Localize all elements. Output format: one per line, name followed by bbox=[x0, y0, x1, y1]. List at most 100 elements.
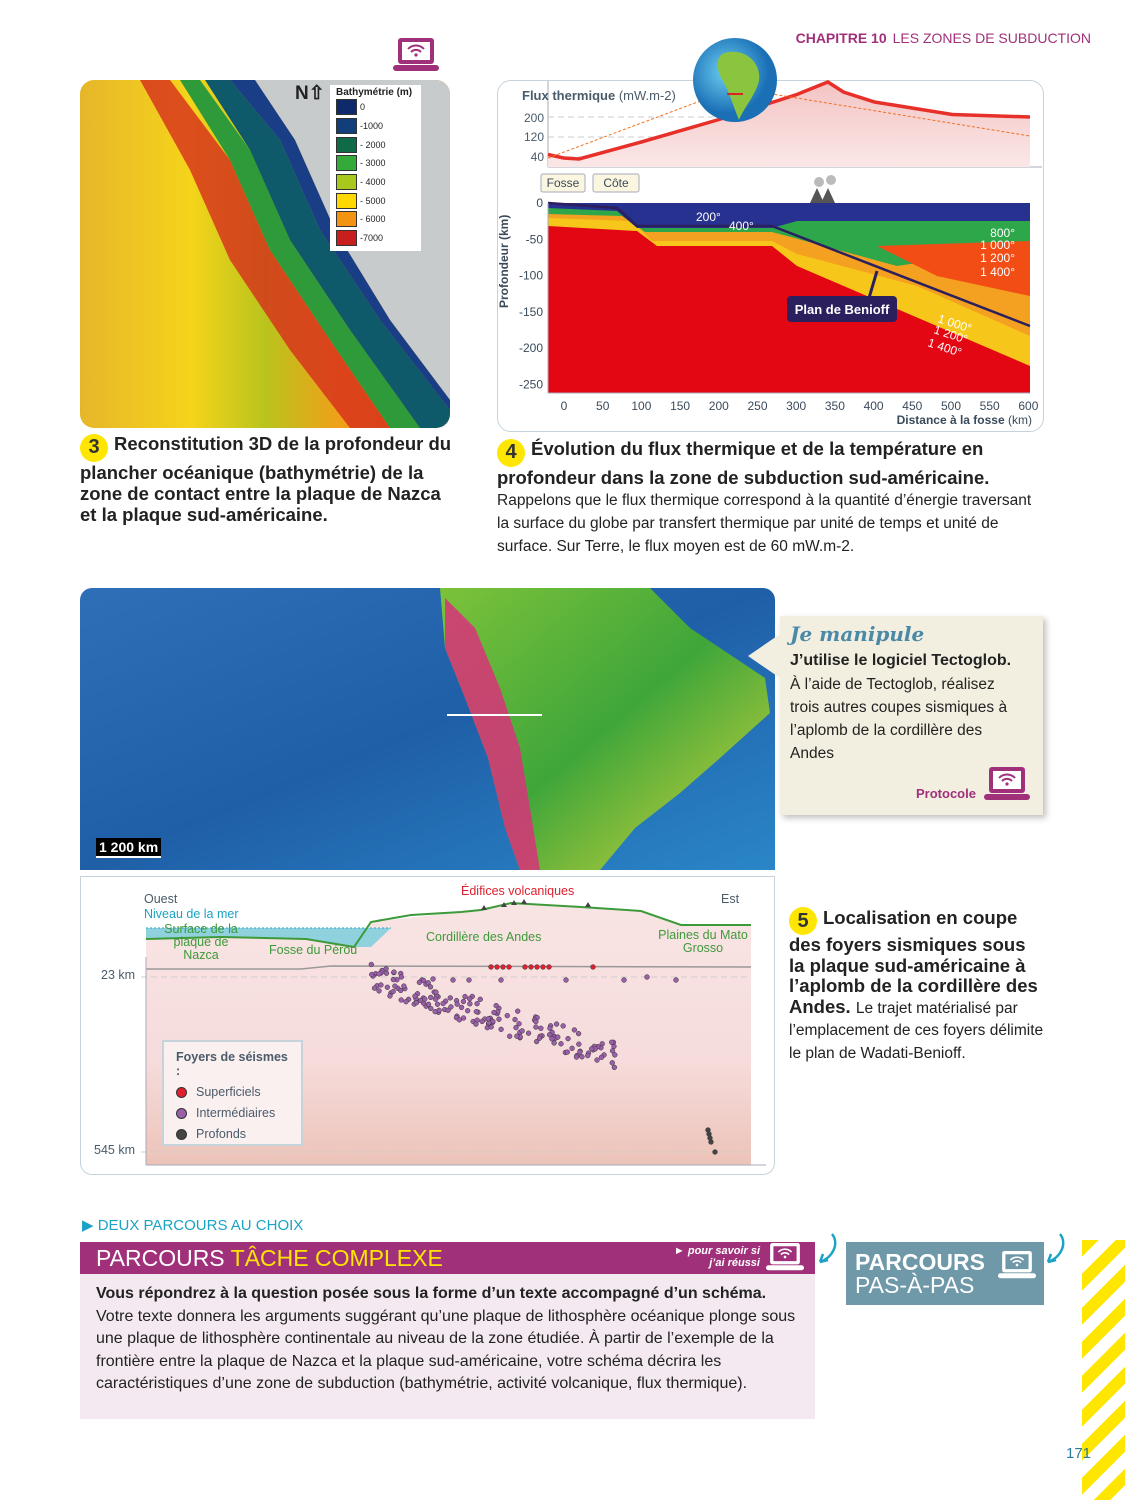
intermediate-quake bbox=[462, 993, 468, 1000]
deep-quake bbox=[708, 1139, 714, 1145]
intermediate-quake bbox=[440, 1000, 446, 1007]
curved-arrow-icon bbox=[1046, 1233, 1065, 1264]
intermediate-quake bbox=[609, 1039, 615, 1045]
tache-complexe-label: TÂCHE COMPLEXE bbox=[230, 1245, 443, 1271]
intermediate-quake bbox=[460, 1015, 467, 1021]
intermediate-quake bbox=[594, 1057, 600, 1063]
seismic-section-figure: Ouest Est Niveau de la mer Édifices volc… bbox=[80, 876, 775, 1175]
intermediate-quake bbox=[450, 977, 456, 983]
andes-cordillera bbox=[445, 598, 540, 870]
intermediate-quake bbox=[621, 977, 627, 983]
legend-swatch bbox=[336, 211, 357, 228]
topography-map bbox=[80, 588, 775, 870]
map-scale: 1 200 km bbox=[96, 838, 162, 858]
laptop-wifi-icon[interactable] bbox=[393, 37, 439, 73]
legend-label: -7000 bbox=[360, 233, 384, 244]
play-arrow-icon: ▶ bbox=[82, 1217, 98, 1234]
legend-swatch bbox=[336, 99, 357, 116]
distance-unit: (km) bbox=[1008, 413, 1032, 427]
intermediate-quake bbox=[371, 985, 378, 991]
svg-text:Flux thermique (mW.m-2): Flux thermique (mW.m-2) bbox=[522, 88, 676, 103]
intermediate-quake bbox=[546, 1032, 553, 1038]
legend-swatch bbox=[336, 174, 357, 191]
intermediate-quake bbox=[428, 994, 434, 1001]
laptop-wifi-icon[interactable] bbox=[998, 1250, 1036, 1280]
intermediate-quake bbox=[383, 966, 389, 972]
question-text: Vous répondrez à la question posée sous … bbox=[96, 1285, 767, 1302]
laptop-wifi-icon[interactable] bbox=[984, 766, 1030, 802]
distance-tick: 400 bbox=[864, 399, 884, 413]
benioff-slab-line bbox=[547, 201, 1031, 328]
distance-tick: 300 bbox=[786, 399, 806, 413]
volcanoes-label: Édifices volcaniques bbox=[461, 884, 575, 898]
intermediate-quake bbox=[571, 1027, 578, 1033]
intermediate-quake bbox=[467, 996, 473, 1002]
north-arrow-icon: ⇧ bbox=[308, 83, 325, 104]
flux-tick: 40 bbox=[531, 150, 545, 164]
north-arrow: N⇧ bbox=[295, 82, 325, 105]
legend-title: Foyers de séismes : bbox=[176, 1050, 288, 1078]
legend-item: Profonds bbox=[176, 1127, 289, 1141]
intermediate-quake bbox=[673, 977, 679, 983]
intermediate-quake bbox=[460, 998, 467, 1005]
intermediate-quake bbox=[538, 1025, 544, 1031]
plains-label: Plaines du Mato Grosso bbox=[658, 928, 748, 955]
superficial-quake bbox=[500, 964, 506, 970]
intermediate-quake bbox=[555, 1034, 561, 1040]
self-check-link[interactable]: ► pour savoir si j’ai réussi bbox=[673, 1245, 760, 1269]
intermediate-quake bbox=[454, 1001, 460, 1007]
svg-text:Distance à la fosse (km): Distance à la fosse (km) bbox=[897, 413, 1032, 427]
superficial-quake bbox=[506, 964, 512, 970]
protocole-link[interactable]: Protocole bbox=[916, 786, 976, 801]
parcours-instructions: Vous répondrez à la question posée sous … bbox=[80, 1274, 815, 1419]
distance-tick: 350 bbox=[825, 399, 845, 413]
parcours-tache-complexe[interactable]: PARCOURS TÂCHE COMPLEXE ► pour savoir si… bbox=[80, 1242, 815, 1274]
legend-item: Intermédiaires bbox=[176, 1106, 289, 1120]
intermediate-quake bbox=[551, 1040, 557, 1046]
intermediate-quake bbox=[498, 1026, 504, 1033]
figure-number-badge: 3 bbox=[80, 433, 108, 462]
legend-item: Superficiels bbox=[176, 1085, 289, 1099]
north-label: N bbox=[295, 83, 309, 104]
trench-marker: Fosse bbox=[540, 173, 586, 193]
intermediate-quake bbox=[391, 969, 397, 975]
intermediate-quake bbox=[465, 1008, 471, 1014]
bathymetry-legend: Bathymétrie (m) 0 -1000 - 2000 - 3000 - 4000… bbox=[330, 85, 421, 251]
superficial-quake bbox=[488, 964, 494, 970]
legend-item: - 5000 bbox=[336, 191, 415, 210]
intermediate-quake bbox=[412, 993, 418, 999]
intermediate-quake bbox=[579, 1054, 585, 1060]
intermediate-quake bbox=[387, 993, 393, 999]
isotherm-label: 1 400° bbox=[980, 265, 1015, 279]
distance-tick: 250 bbox=[747, 399, 767, 413]
caption-text: Reconstitution 3D de la profondeur du pl… bbox=[80, 433, 452, 525]
distance-tick: 450 bbox=[902, 399, 922, 413]
legend-label: - 3000 bbox=[360, 158, 386, 169]
instructions-text: Votre texte donnera les arguments suggér… bbox=[96, 1307, 796, 1393]
legend-item: -1000 bbox=[336, 117, 415, 136]
intermediate-quake bbox=[425, 1001, 432, 1007]
figure5-caption: 5 Localisation en coupe des foyers sismiq… bbox=[789, 907, 1044, 1064]
intermediate-quake bbox=[368, 961, 374, 968]
intermediate-quake bbox=[425, 980, 431, 986]
isotherm-label: 200° bbox=[696, 210, 721, 224]
depth-axis-title: Profondeur (km) bbox=[497, 215, 511, 308]
deep-quake bbox=[712, 1149, 718, 1155]
bathymetry-3d-image: N⇧ Bathymétrie (m) 0 -1000 - 2000 - 3000 - 4… bbox=[80, 80, 450, 428]
intermediate-quake bbox=[420, 977, 427, 984]
parcours-heading-text: DEUX PARCOURS AU CHOIX bbox=[97, 1217, 304, 1234]
depth-tick: -200 bbox=[519, 341, 543, 355]
intermediate-quake bbox=[392, 983, 398, 989]
superficial-quake bbox=[534, 964, 540, 970]
quake-dot-icon bbox=[176, 1128, 187, 1140]
figure-number-badge: 4 bbox=[497, 438, 525, 467]
intermediate-quake bbox=[458, 1004, 465, 1011]
distance-tick: 200 bbox=[709, 399, 729, 413]
topography-line bbox=[145, 901, 751, 949]
intermediate-quake bbox=[577, 1049, 583, 1055]
intermediate-quake bbox=[376, 971, 382, 977]
pas-a-pas-label: PAS-À-PAS bbox=[855, 1272, 975, 1298]
laptop-wifi-icon[interactable] bbox=[766, 1242, 804, 1272]
intermediate-quake bbox=[467, 1001, 473, 1007]
parcours-pas-a-pas[interactable]: PARCOURS PAS-À-PAS bbox=[846, 1242, 1044, 1305]
